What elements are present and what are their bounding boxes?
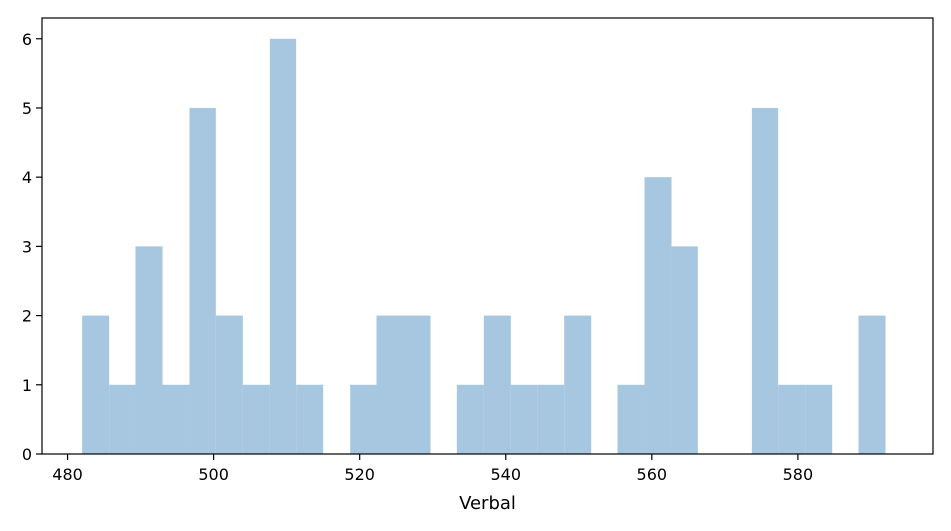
y-tick-label: 2 [22,307,32,326]
histogram-bar [671,246,698,454]
x-tick-label: 580 [783,465,814,484]
histogram-bar [109,384,136,454]
histogram-bar [778,384,806,454]
y-tick-label: 5 [22,99,32,118]
histogram-bar [537,384,565,454]
y-axis-ticks: 0 1 2 3 4 5 6 [22,30,42,464]
histogram-bar [82,315,110,454]
histogram-bar [350,384,377,454]
histogram-bar [456,384,484,454]
histogram-bar [296,384,324,454]
histogram-bar [189,107,216,454]
histogram-bar [564,315,592,454]
y-tick-label: 0 [22,445,32,464]
histogram-bars [82,38,886,455]
y-tick-label: 1 [22,376,32,395]
histogram-bar [617,384,645,454]
histogram-bar [403,315,431,454]
x-axis-label: Verbal [459,493,516,514]
histogram-bar [805,384,833,454]
y-tick-label: 4 [22,168,32,187]
histogram-bar [644,177,672,455]
histogram-bar [162,384,190,454]
histogram-bar [269,38,297,454]
x-tick-label: 480 [52,465,83,484]
histogram-bar [376,315,404,454]
x-tick-label: 520 [344,465,375,484]
histogram-bar [242,384,270,454]
y-tick-label: 3 [22,237,32,256]
x-tick-label: 540 [490,465,521,484]
x-tick-label: 500 [198,465,229,484]
x-tick-label: 560 [637,465,668,484]
histogram-bar [510,384,538,454]
histogram-bar [751,107,779,454]
x-axis-ticks: 480 500 520 540 560 580 [52,454,813,484]
histogram-bar [215,315,243,454]
histogram-bar [858,315,886,454]
plot-frame [41,17,934,455]
y-tick-label: 6 [22,30,32,49]
histogram-bar [135,246,163,454]
histogram-bar [483,315,511,454]
